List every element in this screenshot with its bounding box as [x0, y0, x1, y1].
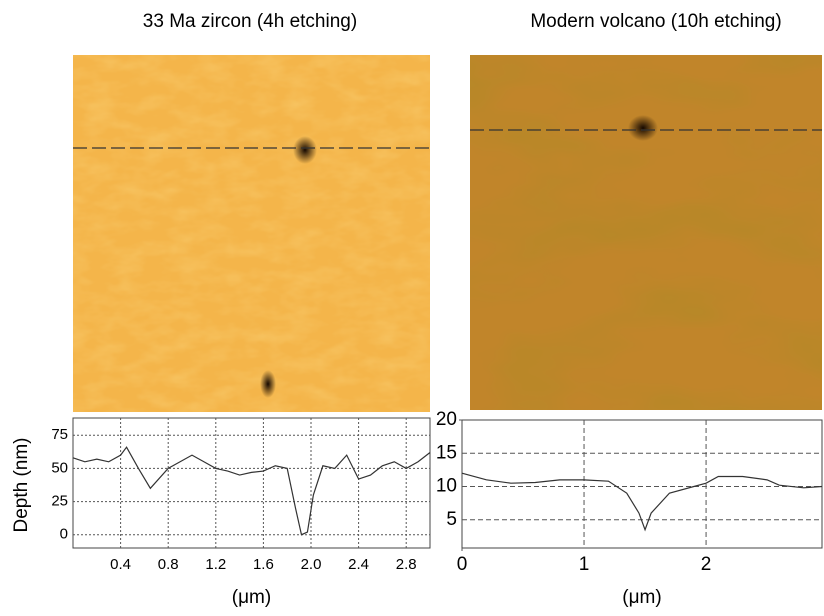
x-tick-label: 2.0: [301, 556, 322, 573]
plot-area: [72, 417, 431, 549]
x-tick-label: 0.4: [110, 556, 131, 573]
y-tick-label: 5: [446, 509, 457, 530]
profile-line: [72, 446, 431, 536]
y-tick-label: 10: [436, 476, 457, 497]
chart-title: 33 Ma zircon (4h etching): [143, 11, 357, 32]
afm-image-left: [73, 55, 430, 412]
chart-title: Modern volcano (10h etching): [530, 11, 781, 32]
y-tick-label: 15: [436, 442, 457, 463]
y-tick-label: 75: [51, 426, 68, 443]
x-axis-label: (μm): [232, 587, 271, 608]
profile-line: [461, 472, 823, 532]
y-tick-label: 50: [51, 459, 68, 476]
x-tick-label: 2: [701, 554, 712, 575]
y-tick-label: 25: [51, 493, 68, 510]
x-tick-label: 0.8: [158, 556, 179, 573]
x-tick-label: 2.8: [396, 556, 417, 573]
x-tick-label: 1.2: [205, 556, 226, 573]
y-tick-label: 0: [60, 526, 68, 543]
x-tick-label: 0: [457, 554, 468, 575]
x-tick-label: 1.6: [253, 556, 274, 573]
y-axis-label: Depth (nm): [11, 437, 32, 532]
x-tick-label: 2.4: [348, 556, 369, 573]
afm-image-right: [470, 55, 822, 410]
x-tick-label: 1: [579, 554, 590, 575]
plot-area: [461, 419, 823, 549]
x-axis-label: (μm): [622, 587, 661, 608]
y-tick-label: 20: [436, 409, 457, 430]
